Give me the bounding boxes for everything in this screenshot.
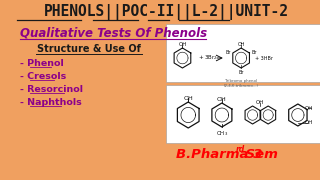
Text: OH: OH <box>237 42 245 47</box>
Bar <box>12 0 320 23</box>
Text: + 3Br$_2$: + 3Br$_2$ <box>198 54 218 62</box>
Text: rd: rd <box>235 145 244 154</box>
Text: - Resorcinol: - Resorcinol <box>20 84 83 93</box>
Text: Br: Br <box>225 50 230 55</box>
Text: PHENOLS||POC-II||L-2||UNIT-2: PHENOLS||POC-II||L-2||UNIT-2 <box>44 4 289 20</box>
Text: B.Pharma 3: B.Pharma 3 <box>176 148 262 161</box>
Text: OH: OH <box>217 97 227 102</box>
Text: - Cresols: - Cresols <box>20 71 66 80</box>
Text: CH$_3$: CH$_3$ <box>216 129 228 138</box>
Text: Tribromo phenol
(2,4,6-tribromo...): Tribromo phenol (2,4,6-tribromo...) <box>224 79 259 88</box>
Text: - Naphthols: - Naphthols <box>20 98 82 107</box>
Text: Br: Br <box>252 50 257 55</box>
Text: Sem: Sem <box>241 148 278 161</box>
Text: Structure & Use Of: Structure & Use Of <box>37 44 141 54</box>
Text: + 3HBr: + 3HBr <box>255 55 273 60</box>
Text: Br: Br <box>238 70 244 75</box>
Text: - Phenol: - Phenol <box>20 58 64 68</box>
Text: OH: OH <box>305 105 313 111</box>
Bar <box>166 24 320 82</box>
Text: OH: OH <box>178 42 187 47</box>
Text: OH: OH <box>256 100 265 105</box>
Text: OH: OH <box>305 120 313 125</box>
Text: OH: OH <box>183 96 193 101</box>
Text: Qualitative Tests Of Phenols: Qualitative Tests Of Phenols <box>20 26 207 39</box>
Bar <box>166 85 320 143</box>
